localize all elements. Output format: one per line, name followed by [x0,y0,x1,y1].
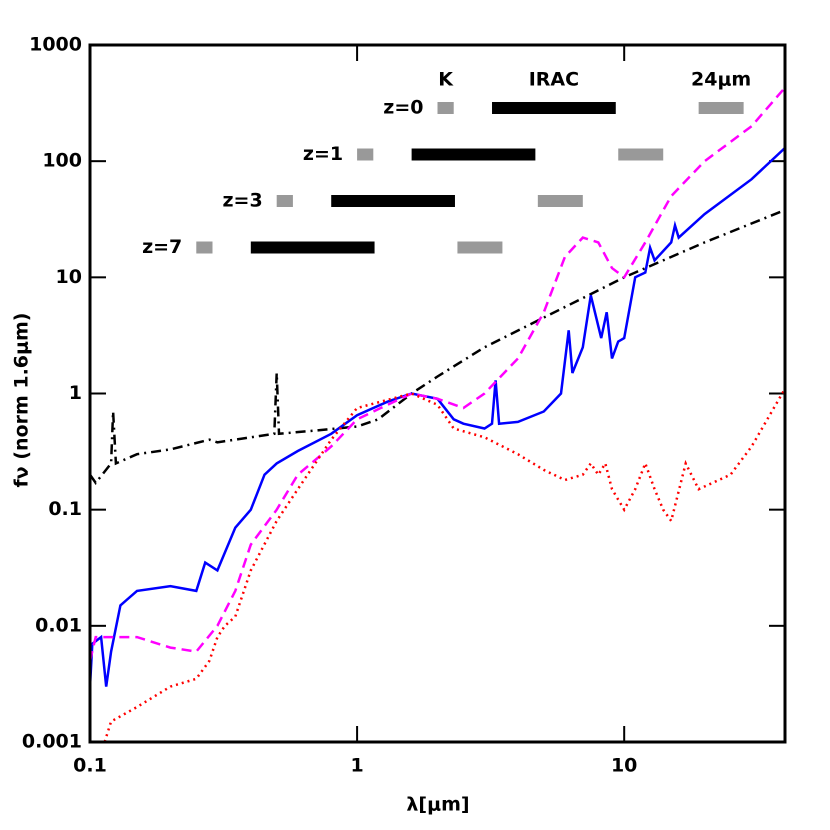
y-tick-label: 1000 [29,34,82,56]
filter-band [457,241,503,254]
series-line [90,86,785,662]
x-tick-label: 10 [611,755,637,777]
row-label: z=1 [303,143,343,165]
band-label: 24μm [691,69,751,91]
y-tick-label: 0.1 [48,498,82,520]
filter-band [411,148,536,161]
filter-band [698,102,744,114]
x-tick-label: 1 [350,755,363,777]
row-label: z=0 [383,97,423,119]
y-tick-label: 0.01 [35,614,82,636]
x-tick-label: 0.1 [73,755,107,777]
y-tick-label: 10 [56,266,82,288]
y-axis-label: fν (norm 1.6μm) [11,313,33,488]
filter-band [357,148,374,161]
filter-band [618,148,664,161]
band-label: IRAC [529,69,579,91]
filter-band [331,195,455,207]
row-label: z=7 [142,236,182,258]
y-tick-label: 100 [42,150,82,172]
plot-frame [88,43,787,744]
y-tick-label: 0.001 [22,731,82,753]
filter-band [537,195,583,207]
y-tick-label: 1 [69,382,82,404]
row-label: z=3 [222,190,262,212]
filter-band [492,102,616,114]
filter-band [276,195,293,207]
filter-band [250,241,375,254]
x-axis-label: λ[μm] [406,794,469,816]
band-label: K [438,69,454,91]
filter-band [196,241,213,254]
filter-band [437,102,454,114]
series-line [90,146,785,687]
series-line [90,208,785,485]
